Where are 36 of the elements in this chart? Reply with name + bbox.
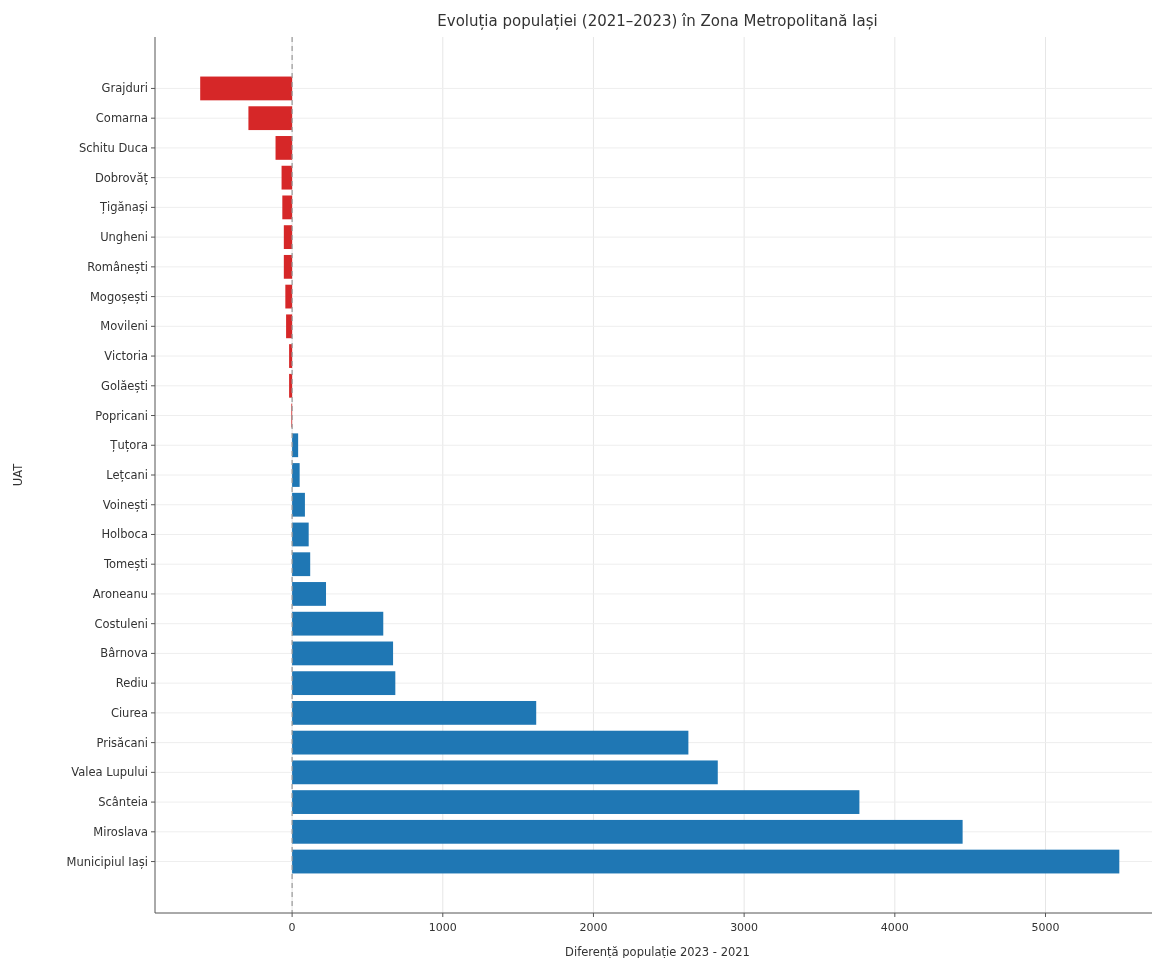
chart-title: Evoluția populației (2021–2023) în Zona Metropolitană Iași (437, 12, 878, 30)
y-tick-label: Golăești (101, 378, 148, 393)
y-tick-label: Voinești (102, 497, 148, 512)
x-tick-label: 0 (288, 921, 296, 934)
y-tick-label: Țuțora (109, 438, 148, 453)
y-tick-label: Ungheni (100, 230, 148, 245)
y-tick-label: Românești (87, 259, 148, 274)
y-tick-label: Lețcani (106, 468, 148, 483)
y-tick-label: Valea Lupului (71, 765, 148, 780)
x-tick-label: 1000 (428, 921, 457, 934)
y-tick-label: Mogoșești (89, 289, 148, 304)
y-tick-label: Holboca (101, 527, 148, 542)
y-tick-label: Prisăcani (96, 735, 148, 750)
x-tick-label: 2000 (579, 921, 608, 934)
x-tick-label: 3000 (730, 921, 759, 934)
y-tick-label: Ciurea (110, 705, 148, 720)
y-tick-label: Dobrovăț (94, 170, 149, 185)
y-tick-label: Aroneanu (92, 586, 148, 601)
y-tick-label: Schitu Duca (78, 140, 148, 155)
y-axis-title: UAT (11, 462, 25, 487)
y-tick-label: Țigănași (98, 200, 148, 215)
y-tick-label: Movileni (100, 319, 148, 334)
y-tick-label: Popricani (95, 408, 148, 423)
x-tick-label: 4000 (880, 921, 909, 934)
y-tick-label: Miroslava (93, 824, 148, 839)
y-tick-label: Bârnova (100, 646, 148, 661)
y-tick-label: Tomești (102, 557, 148, 572)
y-tick-label: Rediu (115, 676, 148, 691)
y-tick-label: Scânteia (98, 795, 148, 810)
y-tick-label: Municipiul Iași (66, 854, 148, 869)
y-tick-label: Victoria (104, 349, 148, 364)
y-tick-label: Comarna (95, 111, 148, 126)
x-tick-label: 5000 (1031, 921, 1060, 934)
y-tick-label: Grajduri (101, 81, 148, 96)
x-axis-title: Diferență populație 2023 - 2021 (565, 945, 750, 959)
y-tick-label: Costuleni (94, 616, 148, 631)
